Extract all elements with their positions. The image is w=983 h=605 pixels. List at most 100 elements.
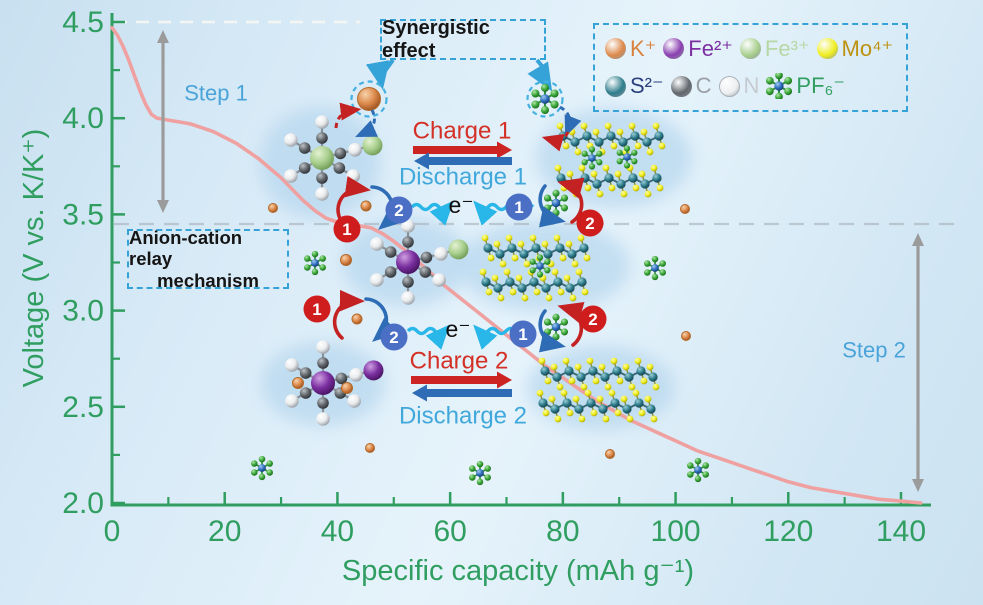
svg-text:2: 2 xyxy=(394,201,403,220)
svg-text:2: 2 xyxy=(585,214,594,233)
layered-lattice xyxy=(479,234,591,302)
sequence-badge-1: 1 xyxy=(303,295,331,323)
sequence-badge-1: 1 xyxy=(333,215,361,243)
legend-item-fe2-ion-ball: Fe²⁺ xyxy=(663,36,733,62)
x-axis-title: Specific capacity (mAh g⁻¹) xyxy=(341,554,695,587)
pba-molecule xyxy=(285,340,384,426)
sequence-badge-2: 2 xyxy=(576,209,604,237)
pf6-ion-star xyxy=(766,73,793,100)
sequence-badge-2: 2 xyxy=(385,196,413,224)
scattered-ions xyxy=(251,203,709,486)
svg-text:1: 1 xyxy=(518,325,527,344)
pba-molecule xyxy=(284,115,383,201)
legend-label: Fe²⁺ xyxy=(688,35,733,61)
k-ion-dot xyxy=(365,443,375,453)
svg-text:0: 0 xyxy=(104,515,121,548)
step-range-arrow xyxy=(912,233,924,492)
k-ion-dot xyxy=(268,203,278,213)
pf6-icon xyxy=(616,145,638,169)
electron-wavy-arrow xyxy=(410,200,454,226)
c-atom-ball xyxy=(670,75,692,97)
mo-ion-ball xyxy=(816,38,838,60)
svg-text:100: 100 xyxy=(651,515,701,548)
discharge1-label: Discharge 1 xyxy=(398,163,528,191)
axes: 0 20 40 60 80 100 120 140 4.5 4.0 3.5 3.0 2.5 2.0 xyxy=(62,6,931,548)
svg-text:2.0: 2.0 xyxy=(62,487,104,520)
svg-text:80: 80 xyxy=(546,515,579,548)
relay-mechanism-box: Anion-cation relay mechanism xyxy=(127,227,289,291)
relay-mechanism-line2: mechanism xyxy=(157,269,259,291)
svg-text:2: 2 xyxy=(588,310,597,329)
legend-box: K⁺ Fe²⁺ Fe³⁺ Mo⁴⁺ S²⁻ C N PF₆⁻ xyxy=(593,23,908,112)
relay-annotations: 1 2 1 2 1 2 1 2 xyxy=(303,176,607,353)
k-ion-dot xyxy=(681,331,691,341)
relay-mechanism-line1: Anion-cation relay xyxy=(129,227,243,270)
svg-text:1: 1 xyxy=(312,300,321,319)
legend-label: S²⁻ xyxy=(630,73,664,99)
svg-text:3.5: 3.5 xyxy=(62,198,104,231)
layered-lattice xyxy=(536,357,660,423)
legend-item-mo-ion-ball: Mo⁴⁺ xyxy=(816,35,894,62)
k-ion-dot xyxy=(605,449,615,459)
synergistic-effect-label: Synergistic effect xyxy=(382,16,490,62)
sequence-badge-1: 1 xyxy=(509,320,537,348)
legend-item-k-ion-ball: K⁺ xyxy=(605,36,656,62)
legend-label: Fe³⁺ xyxy=(764,35,810,61)
svg-text:120: 120 xyxy=(763,515,813,548)
layered-lattice xyxy=(554,122,666,198)
k-ion-ball xyxy=(605,38,626,60)
electron-label-1: e⁻ xyxy=(448,191,474,218)
fe3-ion-ball xyxy=(739,38,761,60)
pf6-icon xyxy=(543,313,569,341)
n-atom-ball xyxy=(718,75,740,97)
step-range-arrow xyxy=(157,30,169,213)
legend-label: K⁺ xyxy=(630,35,657,61)
legend-item-c-atom-ball: C xyxy=(670,73,712,99)
sequence-badge-1: 1 xyxy=(505,193,533,221)
k-ion-dot xyxy=(680,204,690,214)
legend-item-pf6-ion-star: PF₆⁻ xyxy=(766,73,846,100)
pf6-icon xyxy=(469,460,491,486)
sequence-badge-2: 2 xyxy=(579,305,607,333)
pf6-icon xyxy=(529,254,551,278)
svg-text:60: 60 xyxy=(433,515,466,548)
svg-text:1: 1 xyxy=(342,220,351,239)
dashed-circle-pf6 xyxy=(526,80,564,118)
charge1-label: Charge 1 xyxy=(412,117,512,145)
synergistic-effect-box: Synergistic effect xyxy=(380,16,546,62)
legend-label: C xyxy=(695,73,712,99)
legend-item-n-atom-ball: N xyxy=(718,73,759,99)
synergy-connectors xyxy=(334,58,582,152)
pf6-icon xyxy=(766,73,793,100)
legend-row: S²⁻ C N PF₆⁻ xyxy=(605,73,896,100)
electron-label-2: e⁻ xyxy=(445,315,471,342)
pf6-icon xyxy=(581,146,603,170)
reference-lines xyxy=(114,20,962,226)
pf6-icon xyxy=(644,255,666,281)
pf6-icon xyxy=(687,457,709,483)
svg-text:2: 2 xyxy=(389,328,398,347)
legend-label: PF₆⁻ xyxy=(796,73,846,99)
legend-label: Mo⁴⁺ xyxy=(841,35,894,61)
charge2-label: Charge 2 xyxy=(409,347,509,375)
svg-text:3.0: 3.0 xyxy=(62,295,104,328)
charge2-arrow xyxy=(411,371,512,389)
pf6-icon xyxy=(531,83,559,115)
legend-item-fe3-ion-ball: Fe³⁺ xyxy=(739,35,810,62)
y-axis-title: Voltage (V vs. K/K⁺) xyxy=(17,128,50,388)
charge1-arrow xyxy=(413,141,512,159)
svg-text:4.0: 4.0 xyxy=(62,102,104,135)
svg-text:40: 40 xyxy=(321,515,354,548)
discharge1-arrow xyxy=(414,152,512,170)
voltage-capacity-curve xyxy=(110,26,923,505)
pf6-icon xyxy=(251,455,273,481)
step1-label: Step 1 xyxy=(184,80,248,106)
legend-row: K⁺ Fe²⁺ Fe³⁺ Mo⁴⁺ xyxy=(605,36,896,62)
svg-text:20: 20 xyxy=(208,515,241,548)
legend-item-s-ion-ball: S²⁻ xyxy=(605,73,664,99)
svg-text:1: 1 xyxy=(514,198,523,217)
pba-molecule xyxy=(340,219,469,305)
s-ion-ball xyxy=(605,75,626,97)
